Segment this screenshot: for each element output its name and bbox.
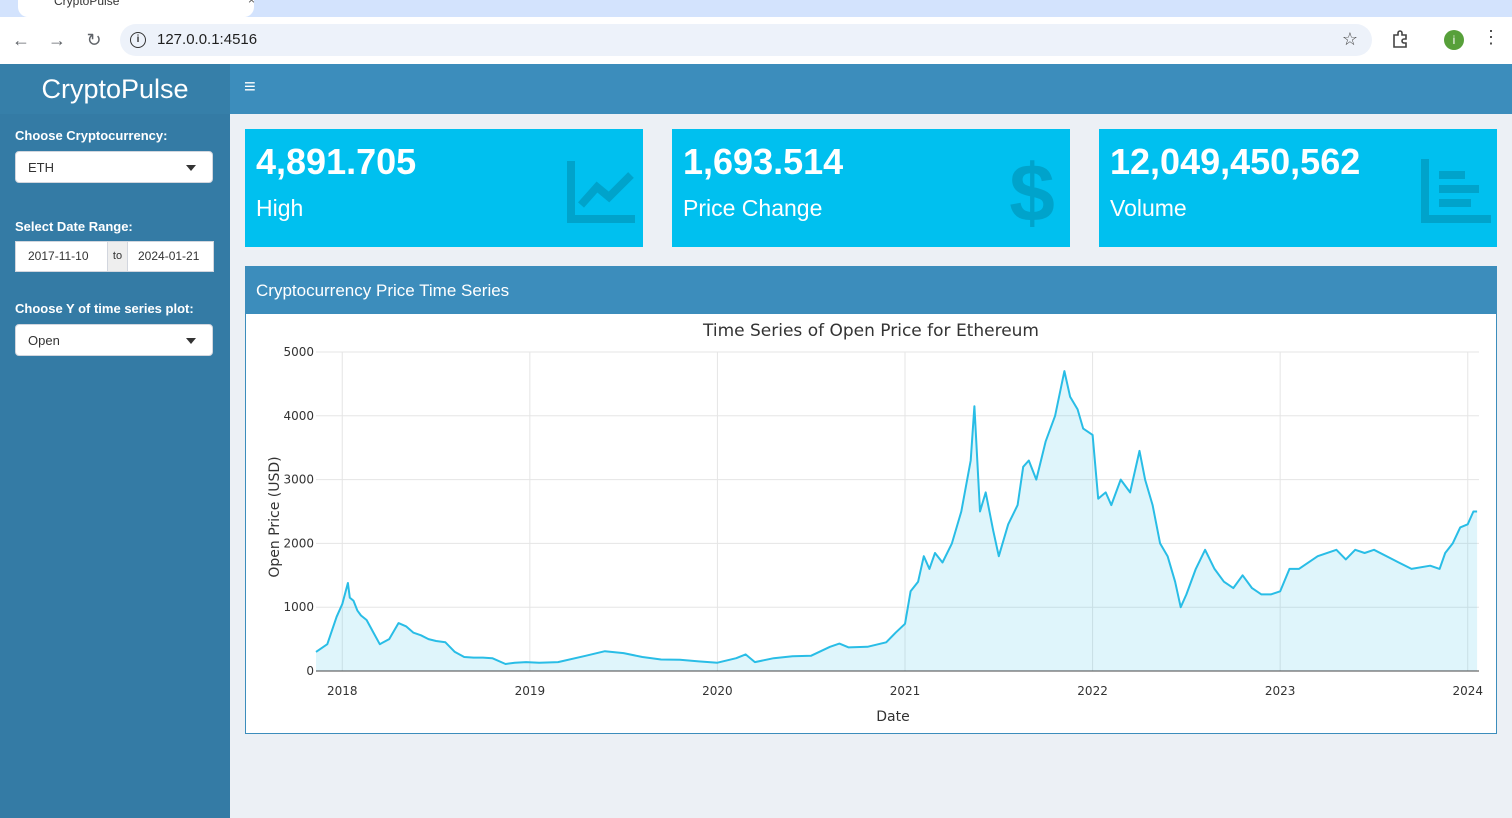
time-series-panel: Cryptocurrency Price Time Series 0 1000 20… xyxy=(245,266,1497,734)
crypto-select-value: ETH xyxy=(28,160,54,175)
x-axis-label: Date xyxy=(876,709,909,725)
volume-label: Volume xyxy=(1110,195,1187,221)
site-info-icon[interactable]: i xyxy=(130,32,146,48)
x-tick-label: 2022 xyxy=(1077,684,1108,698)
y-variable-select[interactable]: Open xyxy=(15,324,213,356)
address-url[interactable]: 127.0.0.1:4516 xyxy=(157,31,258,48)
panel-header: Cryptocurrency Price Time Series xyxy=(246,267,1496,314)
address-bar[interactable]: i 127.0.0.1:4516 ☆ xyxy=(120,24,1372,56)
start-date-input[interactable]: 2017-11-10 xyxy=(28,249,89,263)
back-arrow-icon[interactable]: ← xyxy=(12,30,30,50)
reload-icon[interactable]: ↻ xyxy=(86,30,102,50)
chart-title: Time Series of Open Price for Ethereum xyxy=(702,321,1039,341)
date-range-label: Select Date Range: xyxy=(15,219,133,234)
y-tick-label: 1000 xyxy=(283,600,314,614)
panel-title: Cryptocurrency Price Time Series xyxy=(256,281,510,300)
chart-grid xyxy=(316,351,1479,672)
y-tick-label: 3000 xyxy=(283,473,314,487)
app-header: ≡ xyxy=(230,64,1512,114)
svg-text:$: $ xyxy=(1009,155,1055,227)
price-line xyxy=(315,370,1478,665)
y-select-label: Choose Y of time series plot: xyxy=(15,301,194,316)
sidebar xyxy=(0,64,230,818)
x-tick-label: 2018 xyxy=(327,684,358,698)
app-logo[interactable]: CryptoPulse xyxy=(0,64,230,114)
close-tab-icon[interactable]: × xyxy=(248,0,256,7)
x-tick-label: 2019 xyxy=(515,684,546,698)
time-series-chart[interactable]: 0 1000 2000 3000 4000 5000 2018 2019 2020 2021 202… xyxy=(246,314,1496,733)
date-range-separator: to xyxy=(107,242,128,271)
high-label: High xyxy=(256,195,304,221)
y-tick-label: 5000 xyxy=(283,345,314,359)
y-tick-label: 4000 xyxy=(283,409,314,423)
chevron-down-icon xyxy=(186,338,196,344)
volume-value-box: 12,049,450,562 Volume xyxy=(1099,129,1497,247)
crypto-select[interactable]: ETH xyxy=(15,151,213,183)
browser-toolbar: ← → ↻ i 127.0.0.1:4516 ☆ i ⋮ xyxy=(0,17,1512,65)
dollar-icon: $ xyxy=(1009,155,1055,227)
y-tick-label: 0 xyxy=(306,664,314,678)
end-date-input[interactable]: 2024-01-21 xyxy=(138,249,200,263)
menu-toggle-icon[interactable]: ≡ xyxy=(244,76,256,98)
x-tick-label: 2020 xyxy=(702,684,733,698)
x-tick-label: 2023 xyxy=(1265,684,1296,698)
bar-list-icon xyxy=(1421,159,1491,223)
price-change-value-box: 1,693.514 Price Change $ xyxy=(672,129,1070,247)
browser-tabstrip: CryptoPulse × xyxy=(0,0,1512,17)
y-select-value: Open xyxy=(28,333,60,348)
bookmark-star-icon[interactable]: ☆ xyxy=(1341,29,1358,49)
extensions-icon[interactable] xyxy=(1390,29,1410,49)
chevron-down-icon xyxy=(186,165,196,171)
y-axis-label: Open Price (USD) xyxy=(267,456,283,577)
high-value-box: 4,891.705 High xyxy=(245,129,643,247)
price-change-label: Price Change xyxy=(683,195,823,221)
profile-avatar[interactable]: i xyxy=(1444,30,1464,50)
price-change-value: 1,693.514 xyxy=(683,141,844,182)
y-tick-label: 2000 xyxy=(283,536,314,550)
browser-tab[interactable]: CryptoPulse × xyxy=(18,0,256,17)
date-range-input: 2017-11-10 to 2024-01-21 xyxy=(15,241,214,272)
chart-ticks: 0 1000 2000 3000 4000 5000 2018 2019 2020 2021 202… xyxy=(283,345,1483,698)
x-tick-label: 2024 xyxy=(1452,684,1483,698)
high-value: 4,891.705 xyxy=(256,141,417,182)
price-area xyxy=(316,371,1478,671)
crypto-select-label: Choose Cryptocurrency: xyxy=(15,128,168,143)
volume-value: 12,049,450,562 xyxy=(1110,141,1361,182)
browser-menu-icon[interactable]: ⋮ xyxy=(1482,27,1500,47)
browser-tab-title: CryptoPulse xyxy=(54,0,120,8)
forward-arrow-icon[interactable]: → xyxy=(48,30,66,50)
line-chart-icon xyxy=(567,161,635,223)
x-tick-label: 2021 xyxy=(890,684,921,698)
